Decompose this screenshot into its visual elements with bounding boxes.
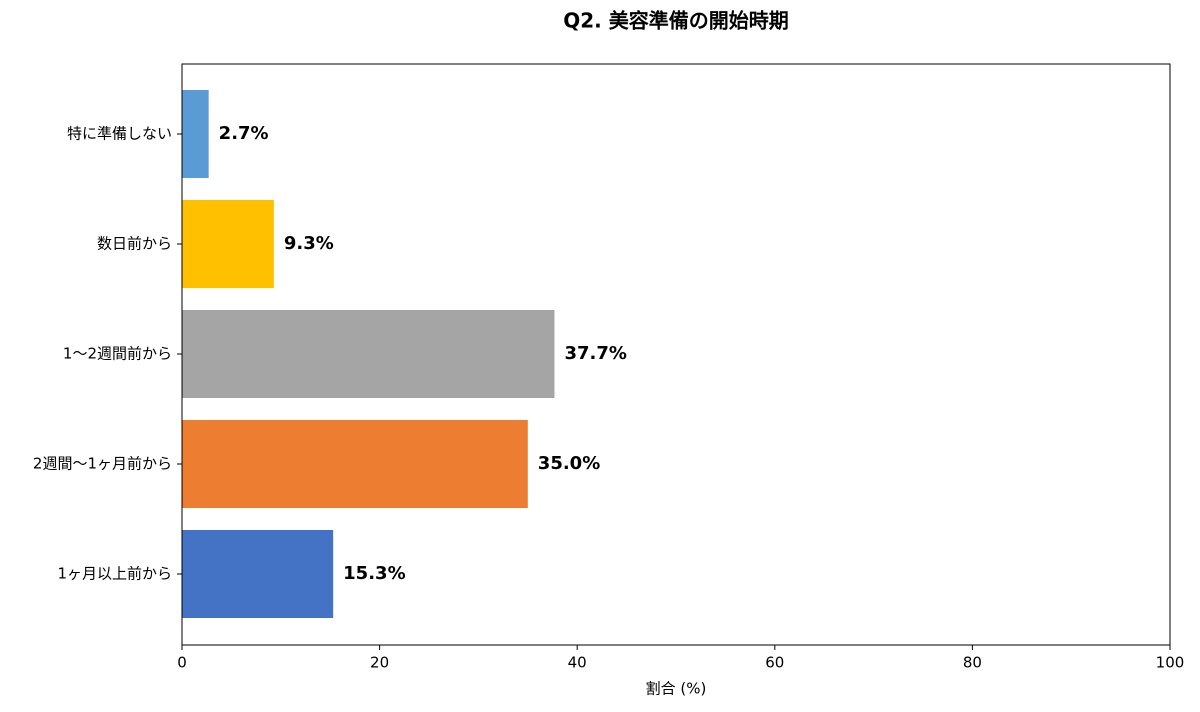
x-tick-label: 20	[370, 654, 389, 672]
x-axis-label: 割合 (%)	[646, 680, 707, 698]
y-tick-label: 特に準備しない	[67, 125, 172, 143]
value-label: 35.0%	[538, 453, 600, 474]
y-tick-label: 数日前から	[97, 235, 172, 253]
value-label: 2.7%	[219, 123, 269, 144]
x-tick-label: 100	[1156, 654, 1185, 672]
bar	[182, 310, 555, 398]
x-tick-label: 80	[963, 654, 982, 672]
value-label: 37.7%	[564, 343, 626, 364]
chart-title: Q2. 美容準備の開始時期	[563, 9, 788, 33]
y-tick-label: 2週間〜1ヶ月前から	[33, 455, 172, 473]
plot-frame	[181, 63, 1171, 646]
bar	[182, 90, 209, 178]
bar	[182, 530, 334, 618]
value-label: 15.3%	[343, 563, 405, 584]
bar	[182, 420, 528, 508]
y-tick-label: 1〜2週間前から	[63, 345, 172, 363]
x-tick-label: 60	[765, 654, 784, 672]
value-label: 9.3%	[284, 233, 334, 254]
x-tick-label: 40	[568, 654, 587, 672]
bar	[182, 200, 274, 288]
y-tick-label: 1ヶ月以上前から	[57, 565, 172, 583]
x-tick-label: 0	[177, 654, 187, 672]
